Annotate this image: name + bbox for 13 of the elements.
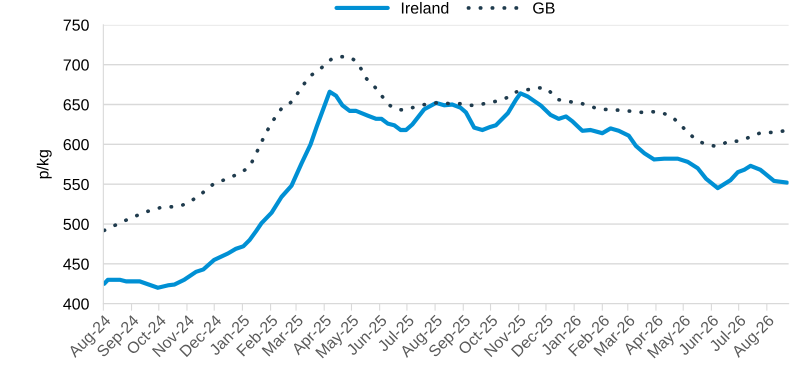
y-tick-label: 700 xyxy=(64,59,89,71)
y-tick-label: 750 xyxy=(64,19,89,31)
legend-label: GB xyxy=(533,2,555,14)
y-tick-label: 450 xyxy=(63,258,89,270)
y-tick-label: 650 xyxy=(64,99,89,110)
y-tick-label: 400 xyxy=(63,298,89,310)
y-tick-label: 500 xyxy=(63,218,89,230)
y-tick-label: 550 xyxy=(63,178,89,190)
legend-label: Ireland xyxy=(402,2,448,14)
line-series xyxy=(103,54,786,232)
y-tick-label: 600 xyxy=(64,138,89,150)
y-axis-title: p/kg xyxy=(36,150,52,178)
line-series xyxy=(103,90,789,290)
